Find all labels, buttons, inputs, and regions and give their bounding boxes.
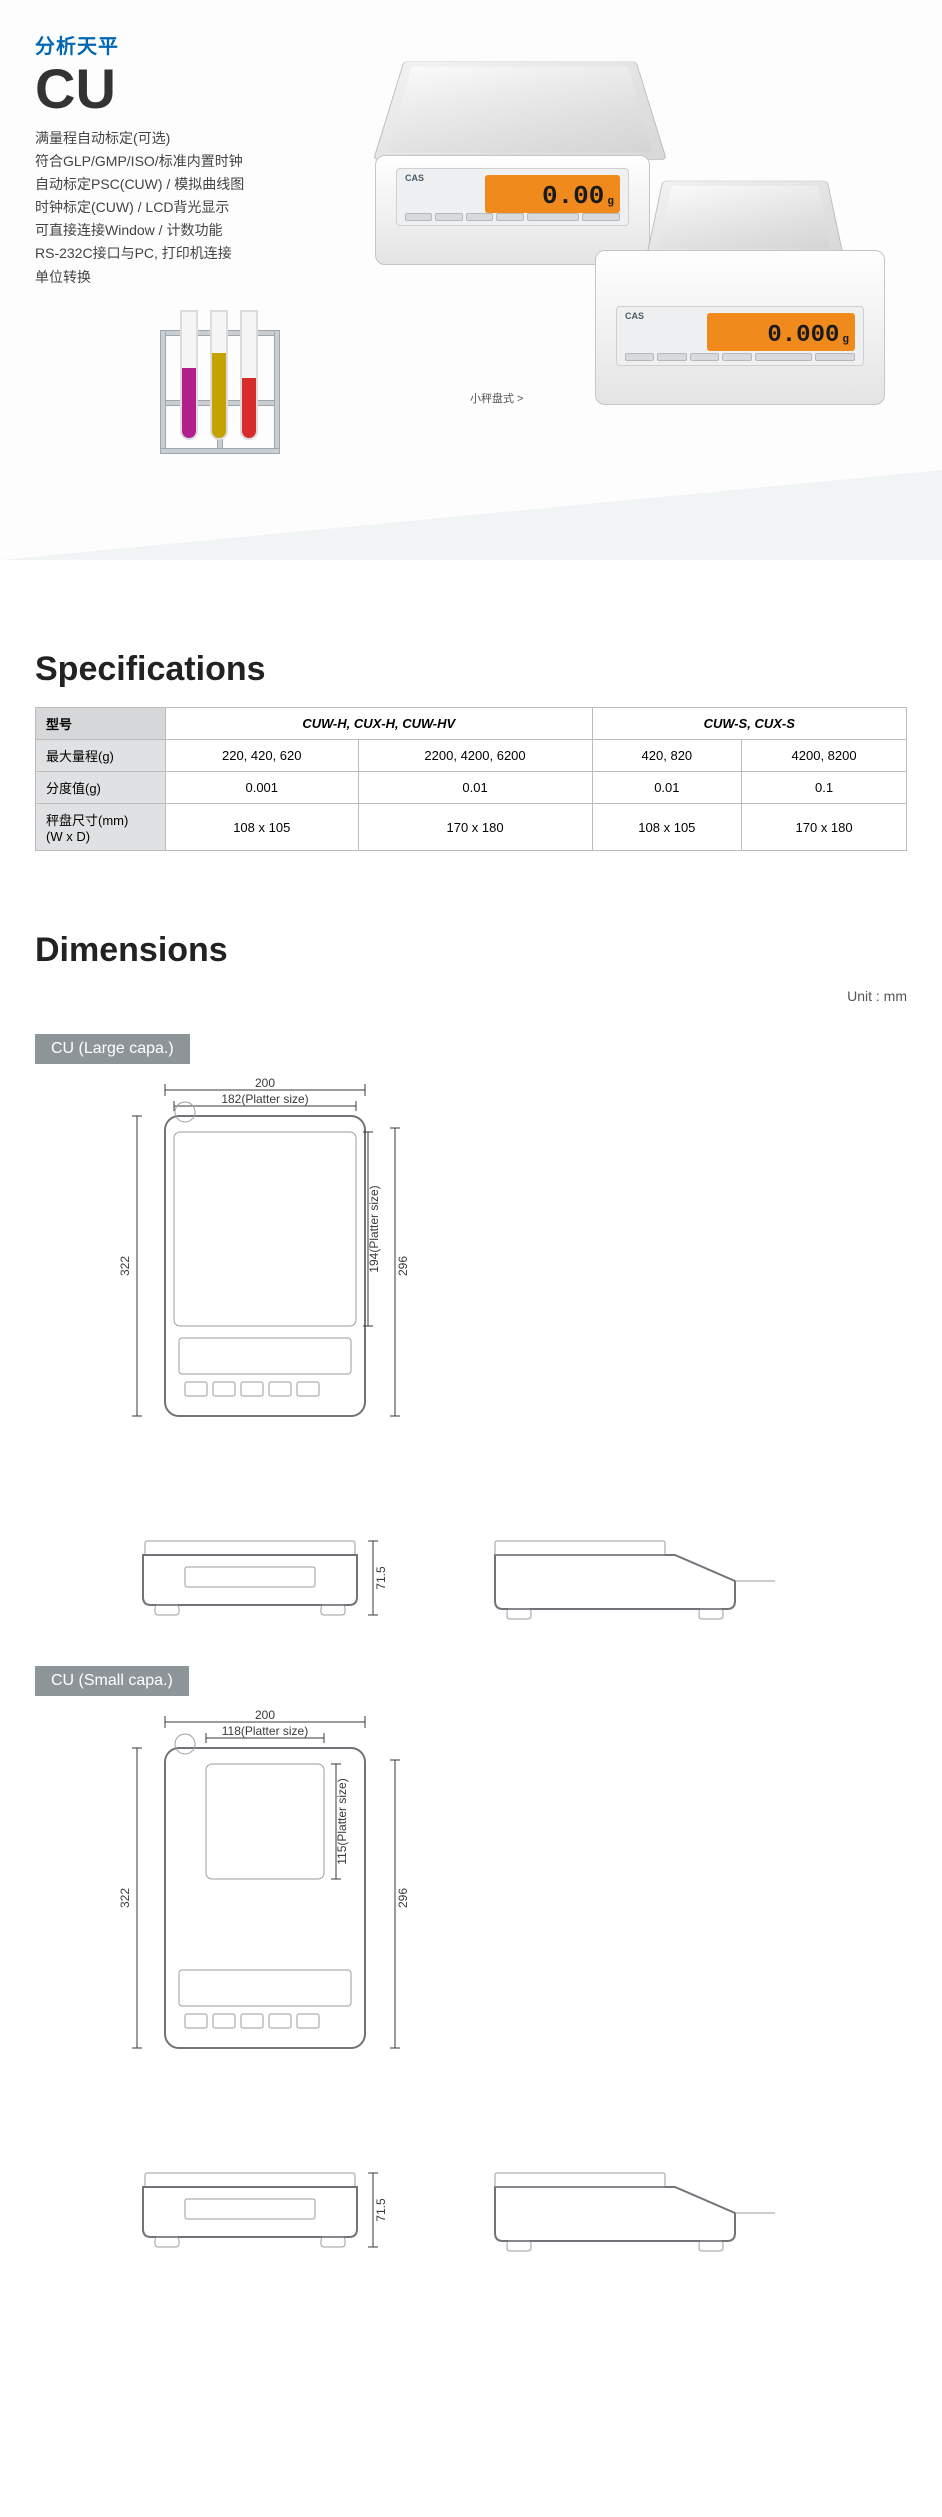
svg-text:296: 296	[396, 1888, 410, 1908]
lcd-display-small: 0.000 g	[707, 313, 855, 351]
table-row-header: 分度值(g)	[36, 772, 166, 804]
dimension-group-tag: CU (Large capa.)	[35, 1034, 190, 1064]
table-header: 型号	[36, 708, 166, 740]
svg-text:182(Platter size): 182(Platter size)	[221, 1092, 308, 1106]
dimension-front-view: 71.5	[115, 1511, 395, 1641]
specs-heading: Specifications	[35, 650, 907, 689]
table-cell: 4200, 8200	[742, 740, 907, 772]
svg-text:71.5: 71.5	[374, 2198, 388, 2222]
table-cell: 108 x 105	[166, 804, 359, 851]
table-group-header: CUW-S, CUX-S	[592, 708, 906, 740]
table-row-header: 最大量程(g)	[36, 740, 166, 772]
table-cell: 108 x 105	[592, 804, 742, 851]
dimension-side-view	[475, 2143, 795, 2273]
table-group-header: CUW-H, CUX-H, CUW-HV	[166, 708, 593, 740]
brand-logo: CAS	[405, 173, 424, 183]
table-row-header: 秤盘尺寸(mm)(W x D)	[36, 804, 166, 851]
table-cell: 170 x 180	[358, 804, 592, 851]
specs-table: 型号 CUW-H, CUX-H, CUW-HV CUW-S, CUX-S 最大量…	[35, 707, 907, 851]
svg-text:200: 200	[255, 1708, 275, 1722]
mini-platter-label: 小秤盘式 >	[470, 390, 523, 406]
table-cell: 0.1	[742, 772, 907, 804]
product-scale-small: CAS 0.000 g	[580, 150, 900, 440]
svg-text:115(Platter size): 115(Platter size)	[335, 1778, 349, 1864]
svg-text:296: 296	[396, 1256, 410, 1276]
dimension-top-view: 200 118(Platter size) 322 115(Platter si…	[115, 1708, 475, 2138]
dimension-top-view: 200 182(Platter size) 322 194(Platter si…	[115, 1076, 475, 1506]
dimension-front-view: 71.5	[115, 2143, 395, 2273]
dimension-side-view	[475, 1511, 795, 1641]
svg-text:194(Platter size): 194(Platter size)	[367, 1185, 381, 1272]
svg-text:71.5: 71.5	[374, 1566, 388, 1590]
svg-text:118(Platter size): 118(Platter size)	[222, 1724, 308, 1738]
dimensions-heading: Dimensions	[35, 931, 907, 970]
svg-text:322: 322	[118, 1888, 132, 1908]
table-cell: 420, 820	[592, 740, 742, 772]
dimensions-section: Dimensions Unit : mm CU (Large capa.) 20…	[0, 861, 942, 2288]
table-cell: 0.01	[358, 772, 592, 804]
table-cell: 0.001	[166, 772, 359, 804]
table-cell: 0.01	[592, 772, 742, 804]
unit-label: Unit : mm	[35, 988, 907, 1004]
svg-text:322: 322	[118, 1256, 132, 1276]
dimension-group-tag: CU (Small capa.)	[35, 1666, 189, 1696]
svg-text:200: 200	[255, 1076, 275, 1090]
brand-logo: CAS	[625, 311, 644, 321]
hero-section: 分析天平 CU 满量程自动标定(可选)符合GLP/GMP/ISO/标准内置时钟自…	[0, 0, 942, 560]
hero-bg-triangle	[0, 470, 942, 560]
table-cell: 170 x 180	[742, 804, 907, 851]
specifications-section: Specifications 型号 CUW-H, CUX-H, CUW-HV C…	[0, 560, 942, 861]
table-cell: 2200, 4200, 6200	[358, 740, 592, 772]
table-cell: 220, 420, 620	[166, 740, 359, 772]
test-tubes-icon	[160, 310, 290, 470]
